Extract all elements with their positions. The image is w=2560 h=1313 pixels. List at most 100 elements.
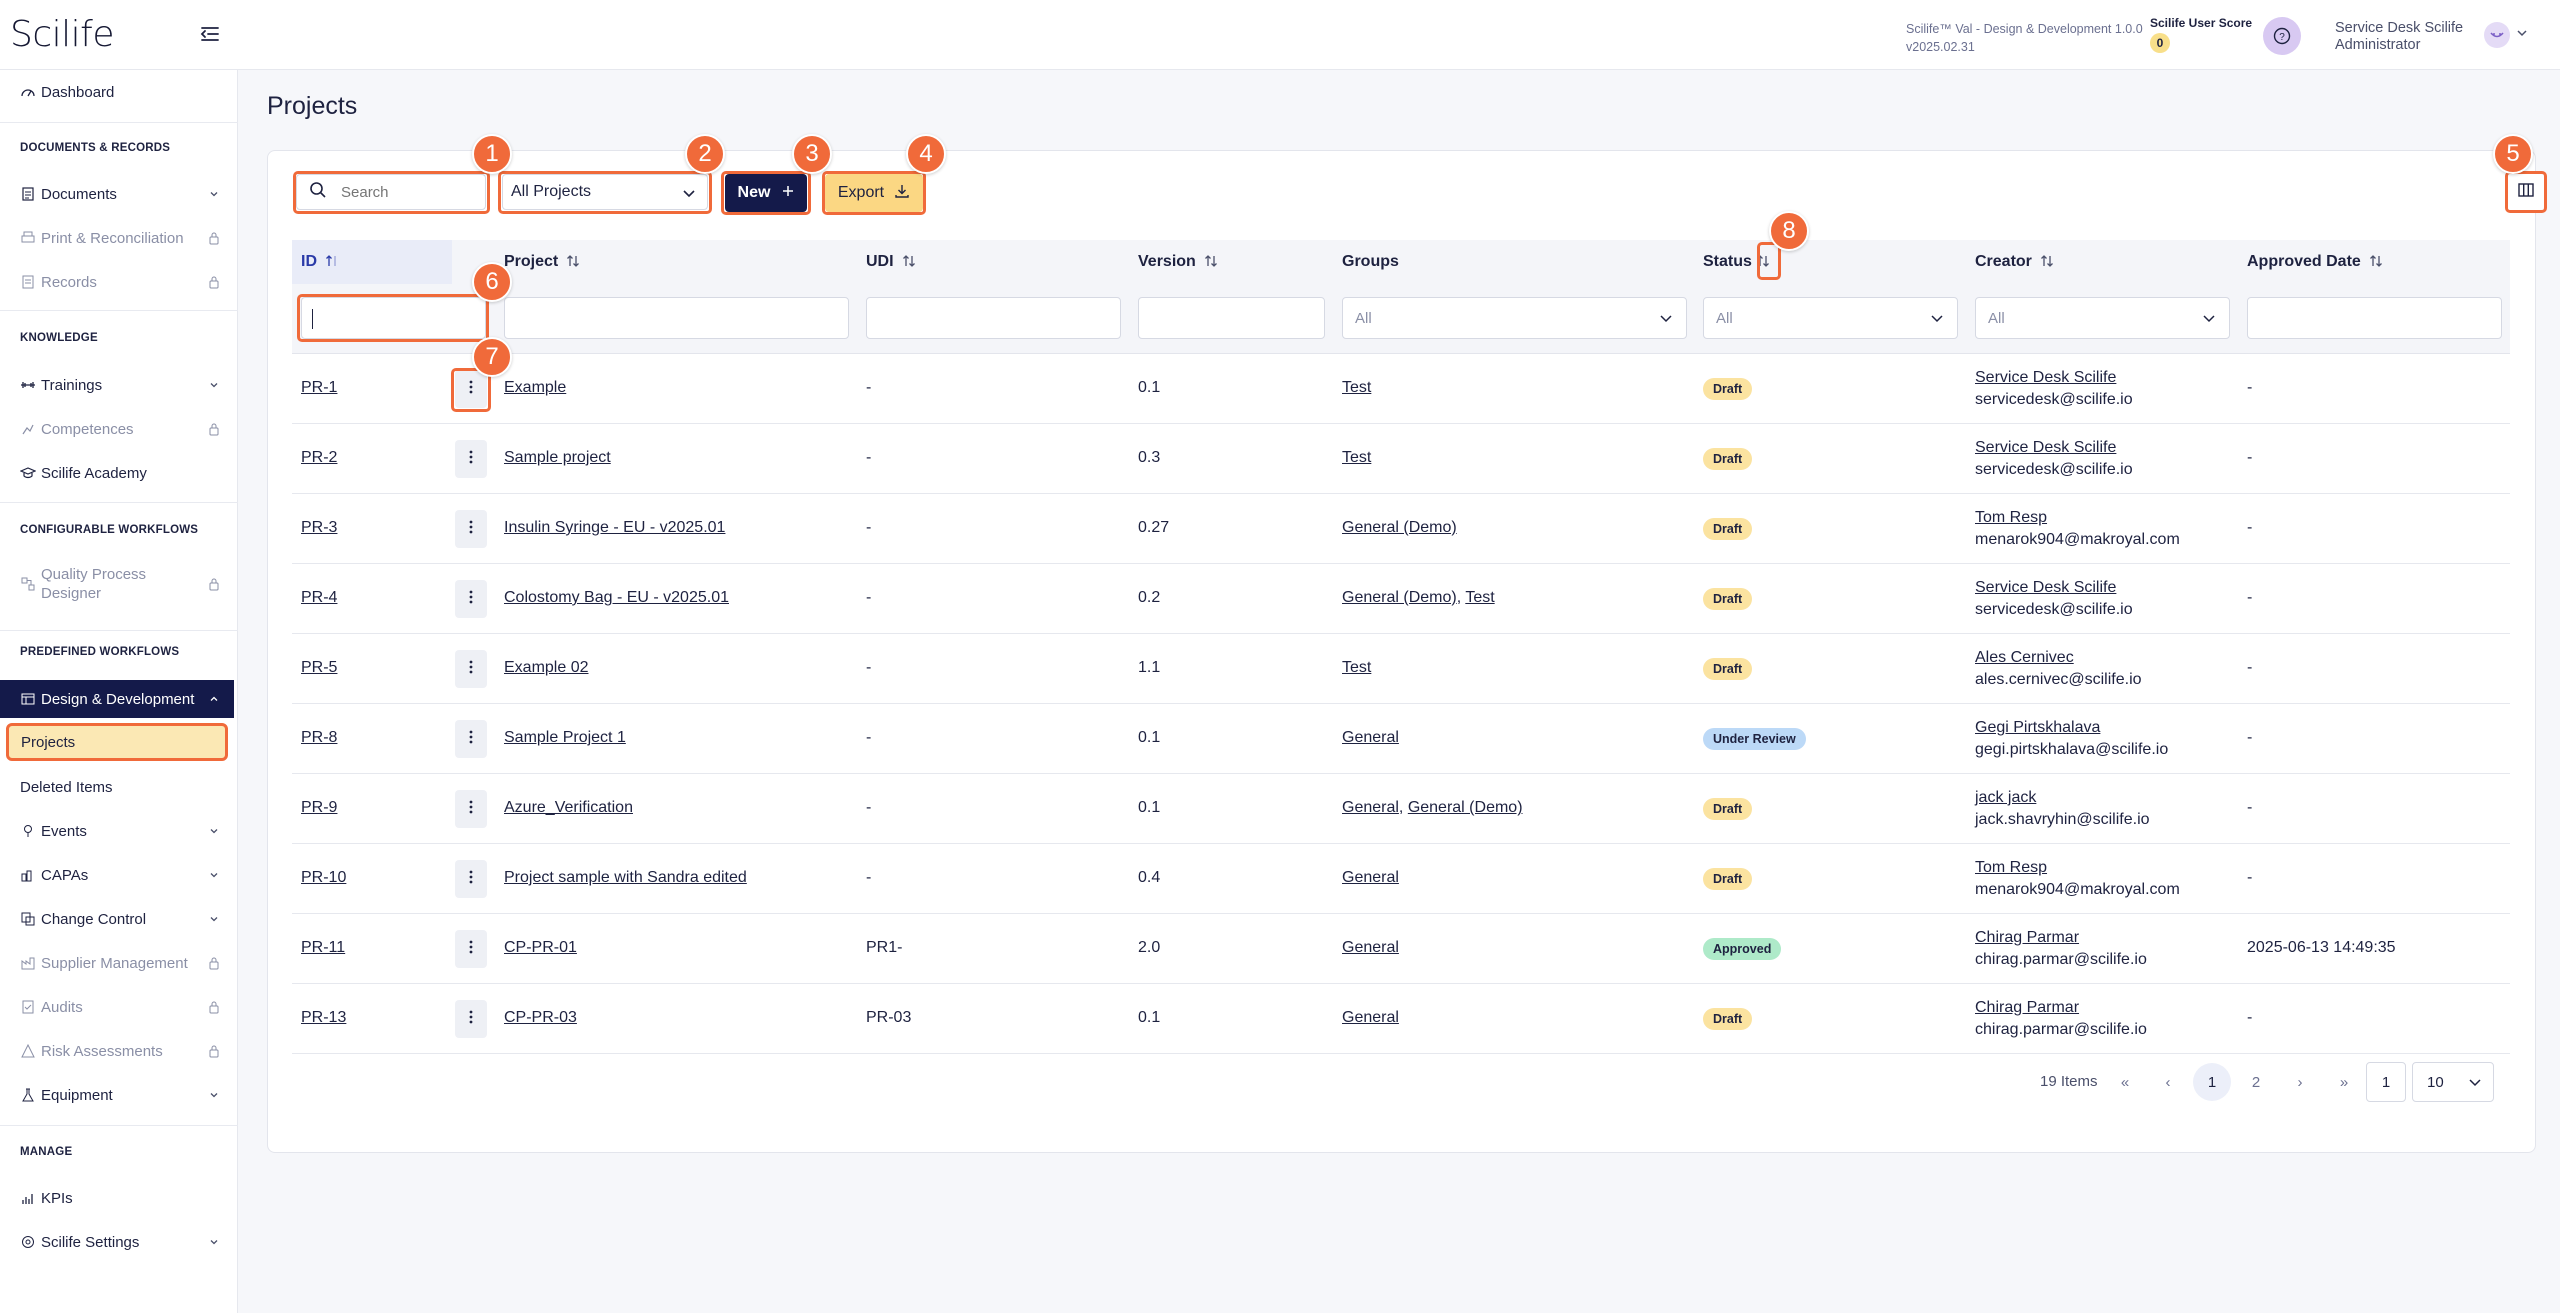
- row-id-link[interactable]: PR-1: [301, 379, 338, 396]
- group-link[interactable]: Test: [1342, 659, 1372, 676]
- row-actions-button[interactable]: [455, 860, 487, 898]
- column-settings-button[interactable]: [2508, 174, 2544, 210]
- row-id-link[interactable]: PR-2: [301, 449, 338, 466]
- row-project-link[interactable]: Example: [504, 379, 567, 396]
- sort-icon[interactable]: [1204, 254, 1218, 271]
- group-link[interactable]: Test: [1342, 449, 1372, 466]
- goto-page-input[interactable]: 1: [2366, 1062, 2406, 1102]
- group-link[interactable]: General: [1342, 869, 1399, 886]
- sidebar-item-kpis[interactable]: KPIs: [0, 1180, 234, 1216]
- sidebar-item-equipment[interactable]: Equipment: [0, 1077, 234, 1113]
- row-id-link[interactable]: PR-13: [301, 1009, 347, 1026]
- column-header-id[interactable]: ID: [301, 240, 339, 284]
- sidebar-item-quality-process-designer[interactable]: Quality Process Designer: [0, 559, 234, 609]
- row-id-link[interactable]: PR-8: [301, 729, 338, 746]
- sidebar-item-capas[interactable]: CAPAs: [0, 857, 234, 893]
- export-button[interactable]: Export: [825, 174, 923, 212]
- sidebar-item-records[interactable]: Records: [0, 264, 234, 300]
- chevron-down-icon[interactable]: [2516, 26, 2528, 44]
- group-link[interactable]: Test: [1342, 379, 1372, 396]
- group-link[interactable]: General (Demo): [1342, 589, 1457, 606]
- row-id-link[interactable]: PR-4: [301, 589, 338, 606]
- project-filter-select[interactable]: All Projects: [502, 174, 708, 210]
- sidebar-item-competences[interactable]: Competences: [0, 411, 234, 447]
- row-project-link[interactable]: Insulin Syringe - EU - v2025.01: [504, 519, 726, 536]
- group-link[interactable]: General: [1342, 1009, 1399, 1026]
- creator-name-link[interactable]: Tom Resp: [1975, 509, 2048, 526]
- row-actions-button[interactable]: [455, 580, 487, 618]
- creator-name-link[interactable]: Chirag Parmar: [1975, 929, 2080, 946]
- row-id-link[interactable]: PR-3: [301, 519, 338, 536]
- next-page-button[interactable]: ›: [2297, 1073, 2303, 1091]
- creator-name-link[interactable]: Service Desk Scilife: [1975, 439, 2117, 456]
- row-id-link[interactable]: PR-10: [301, 869, 347, 886]
- row-project-link[interactable]: Azure_Verification: [504, 799, 633, 816]
- sidebar-item-deleted-items[interactable]: Deleted Items: [0, 769, 234, 805]
- sidebar-item-risk-assessments[interactable]: Risk Assessments: [0, 1033, 234, 1069]
- id-filter-input[interactable]: [301, 297, 486, 339]
- help-icon[interactable]: ?: [2263, 17, 2301, 55]
- sidebar-item-documents[interactable]: Documents: [0, 176, 234, 212]
- sidebar-item-trainings[interactable]: Trainings: [0, 367, 234, 403]
- first-page-button[interactable]: «: [2120, 1073, 2130, 1091]
- row-actions-button[interactable]: [455, 510, 487, 548]
- groups-filter-select[interactable]: All: [1342, 297, 1687, 339]
- creator-name-link[interactable]: Ales Cernivec: [1975, 649, 2074, 666]
- group-link[interactable]: General: [1342, 729, 1399, 746]
- column-header-version[interactable]: Version: [1138, 240, 1218, 284]
- sort-icon[interactable]: [2369, 254, 2383, 271]
- sidebar-item-dashboard[interactable]: Dashboard: [0, 74, 234, 110]
- row-id-link[interactable]: PR-5: [301, 659, 338, 676]
- row-project-link[interactable]: Sample project: [504, 449, 611, 466]
- search-input[interactable]: [341, 183, 471, 201]
- sidebar-item-print-reconciliation[interactable]: Print & Reconciliation: [0, 220, 234, 256]
- avatar[interactable]: [2484, 22, 2510, 48]
- creator-name-link[interactable]: jack jack: [1975, 789, 2037, 806]
- sort-ascending-icon[interactable]: [325, 254, 339, 271]
- row-actions-button[interactable]: [455, 790, 487, 828]
- column-header-project[interactable]: Project: [504, 240, 580, 284]
- creator-filter-select[interactable]: All: [1975, 297, 2230, 339]
- group-link[interactable]: General (Demo): [1342, 519, 1457, 536]
- row-project-link[interactable]: Project sample with Sandra edited: [504, 869, 747, 886]
- user-info[interactable]: Service Desk Scilife Administrator: [2335, 20, 2463, 54]
- row-actions-button[interactable]: [455, 930, 487, 968]
- last-page-button[interactable]: »: [2339, 1073, 2349, 1091]
- sidebar-item-settings[interactable]: Scilife Settings: [0, 1224, 234, 1260]
- sidebar-item-supplier-management[interactable]: Supplier Management: [0, 945, 234, 981]
- collapse-sidebar-icon[interactable]: [198, 22, 222, 46]
- row-project-link[interactable]: Example 02: [504, 659, 589, 676]
- sort-icon[interactable]: [2040, 254, 2054, 271]
- creator-name-link[interactable]: Service Desk Scilife: [1975, 579, 2117, 596]
- version-filter-input[interactable]: [1138, 297, 1325, 339]
- creator-name-link[interactable]: Gegi Pirtskhalava: [1975, 719, 2101, 736]
- column-header-creator[interactable]: Creator: [1975, 240, 2054, 284]
- project-filter-input[interactable]: [504, 297, 849, 339]
- sidebar-item-academy[interactable]: Scilife Academy: [0, 455, 234, 491]
- page-2-button[interactable]: 2: [2251, 1073, 2261, 1091]
- column-header-udi[interactable]: UDI: [866, 240, 916, 284]
- creator-name-link[interactable]: Chirag Parmar: [1975, 999, 2080, 1016]
- row-project-link[interactable]: Sample Project 1: [504, 729, 626, 746]
- creator-name-link[interactable]: Service Desk Scilife: [1975, 369, 2117, 386]
- row-project-link[interactable]: CP-PR-01: [504, 939, 577, 956]
- row-actions-button[interactable]: [455, 440, 487, 478]
- sidebar-item-projects[interactable]: Projects: [6, 723, 228, 761]
- prev-page-button[interactable]: ‹: [2165, 1073, 2171, 1091]
- row-actions-button[interactable]: [455, 720, 487, 758]
- group-link[interactable]: General (Demo): [1407, 799, 1523, 816]
- sidebar-item-change-control[interactable]: Change Control: [0, 901, 234, 937]
- group-link[interactable]: General: [1342, 799, 1399, 816]
- sidebar-item-events[interactable]: Events: [0, 813, 234, 849]
- creator-name-link[interactable]: Tom Resp: [1975, 859, 2048, 876]
- status-filter-select[interactable]: All: [1703, 297, 1958, 339]
- row-actions-button[interactable]: [455, 1000, 487, 1038]
- column-header-approved-date[interactable]: Approved Date: [2247, 240, 2383, 284]
- row-project-link[interactable]: CP-PR-03: [504, 1009, 577, 1026]
- group-link[interactable]: Test: [1465, 589, 1495, 606]
- group-link[interactable]: General: [1342, 939, 1399, 956]
- sidebar-item-design-development[interactable]: Design & Development: [0, 680, 234, 718]
- udi-filter-input[interactable]: [866, 297, 1121, 339]
- approved-date-filter-input[interactable]: [2247, 297, 2502, 339]
- new-button[interactable]: New: [725, 174, 807, 212]
